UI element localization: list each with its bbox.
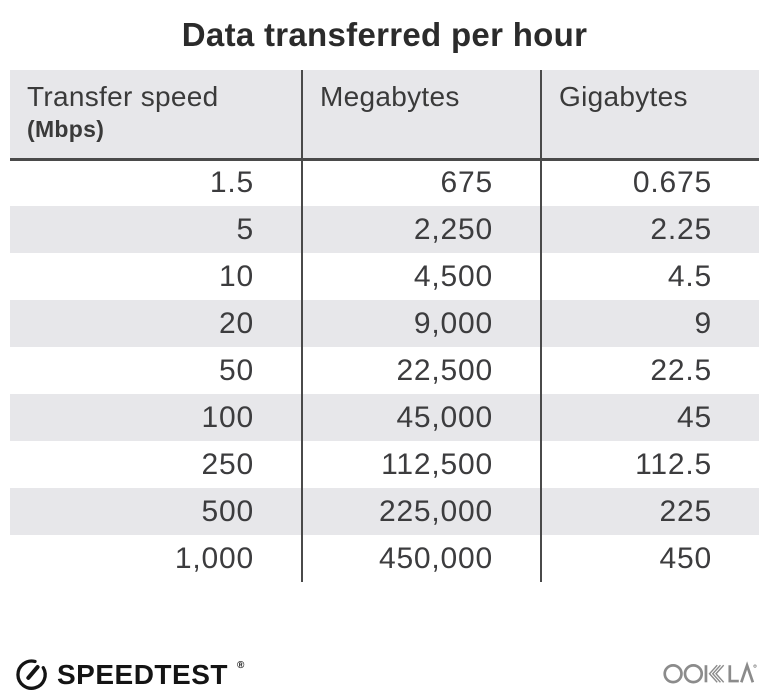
table-row: 100 45,000 45 [10,394,759,441]
column-header-megabytes: Megabytes [301,70,541,161]
column-header-unit: (Mbps) [27,116,105,143]
table-cell: 4.5 [540,253,759,300]
table-cell: 500 [10,488,302,535]
ookla-wordmark-icon [663,661,757,684]
data-table: Transfer speed (Mbps) Megabytes Gigabyte… [10,70,759,582]
table-cell: 450 [540,535,759,582]
page-title: Data transferred per hour [181,16,588,53]
table-row: 1.5 675 0.675 [10,159,759,206]
table-cell: 5 [10,206,302,253]
table-cell: 225 [540,488,759,535]
table-cell: 2.25 [540,206,759,253]
table-row: 500 225,000 225 [10,488,759,535]
table-cell: 9,000 [301,300,541,347]
table-cell: 9 [540,300,759,347]
table-cell: 20 [10,300,302,347]
table-cell: 1,000 [174,541,254,575]
footer: SPEEDTEST ® [14,657,757,692]
table-cell: 45,000 [301,394,541,441]
ookla-logo [663,658,757,692]
table-cell: 675 [301,159,541,206]
column-header-label: Megabytes [320,81,460,112]
table-cell: 225,000 [301,488,541,535]
table-row: 20 9,000 9 [10,300,759,347]
header-row: Transfer speed (Mbps) Megabytes Gigabyte… [10,70,759,161]
speedtest-wordmark: SPEEDTEST [57,658,228,690]
speedtest-gauge-icon [16,659,47,690]
table-row: 1,000 450,000 450 [10,535,759,582]
table-cell: 100 [10,394,302,441]
table-cell: 112,500 [301,441,541,488]
column-header-label: Gigabytes [559,81,688,112]
table-row: 250 112,500 112.5 [10,441,759,488]
table-cell: 250 [201,447,254,481]
table-cell: 10 [219,259,254,293]
speedtest-trademark: ® [236,660,245,671]
table-cell: 450,000 [301,535,541,582]
table-cell: 22.5 [540,347,759,394]
table-cell: 112.5 [540,441,759,488]
table-row: 50 22,500 22.5 [10,347,759,394]
table-cell: 4,500 [301,253,541,300]
table-row: 5 2,250 2.25 [10,206,759,253]
table-cell: 1.5 [209,166,254,200]
column-header-transfer-speed: Transfer speed (Mbps) [10,70,302,161]
table-cell: 50 [219,353,254,387]
table-cell: 45 [540,394,759,441]
column-header-gigabytes: Gigabytes [540,70,759,161]
column-header-label: Transfer speed [27,81,219,112]
table-cell: 22,500 [301,347,541,394]
table-row: 10 4,500 4.5 [10,253,759,300]
table-cell: 0.675 [540,159,759,206]
table-cell: 2,250 [301,206,541,253]
speedtest-logo: SPEEDTEST ® [14,657,245,692]
